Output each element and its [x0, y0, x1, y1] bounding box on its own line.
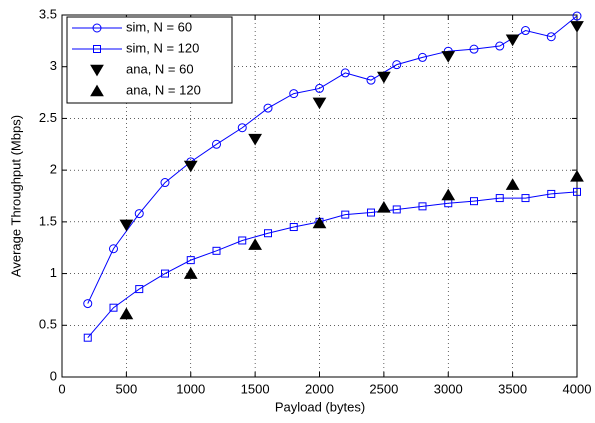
y-tick-label: 2 — [50, 162, 57, 177]
chart: Payload (bytes) Average Throughput (Mbps… — [0, 0, 595, 423]
legend-label: sim, N = 120 — [126, 40, 199, 55]
page: Payload (bytes) Average Throughput (Mbps… — [0, 0, 595, 423]
y-tick-label: 0.5 — [39, 317, 57, 332]
x-axis-label: Payload (bytes) — [275, 399, 365, 414]
x-tick-label: 2500 — [369, 381, 398, 396]
x-tick-label: 1500 — [241, 381, 270, 396]
legend-label: ana, N = 120 — [126, 82, 201, 97]
x-tick-label: 2000 — [305, 381, 334, 396]
legend-label: sim, N = 60 — [126, 19, 192, 34]
y-tick-label: 1 — [50, 265, 57, 280]
legend-label: ana, N = 60 — [126, 61, 194, 76]
y-tick-label: 3.5 — [39, 6, 57, 21]
y-axis-label: Average Throughput (Mbps) — [8, 115, 23, 277]
x-tick-label: 3000 — [434, 381, 463, 396]
y-tick-label: 1.5 — [39, 213, 57, 228]
x-tick-label: 1000 — [176, 381, 205, 396]
y-tick-label: 3 — [50, 58, 57, 73]
x-tick-label: 4000 — [563, 381, 592, 396]
y-tick-label: 0 — [50, 368, 57, 383]
x-tick-label: 3500 — [498, 381, 527, 396]
x-tick-label: 0 — [58, 381, 65, 396]
y-tick-label: 2.5 — [39, 110, 57, 125]
x-tick-label: 500 — [116, 381, 138, 396]
